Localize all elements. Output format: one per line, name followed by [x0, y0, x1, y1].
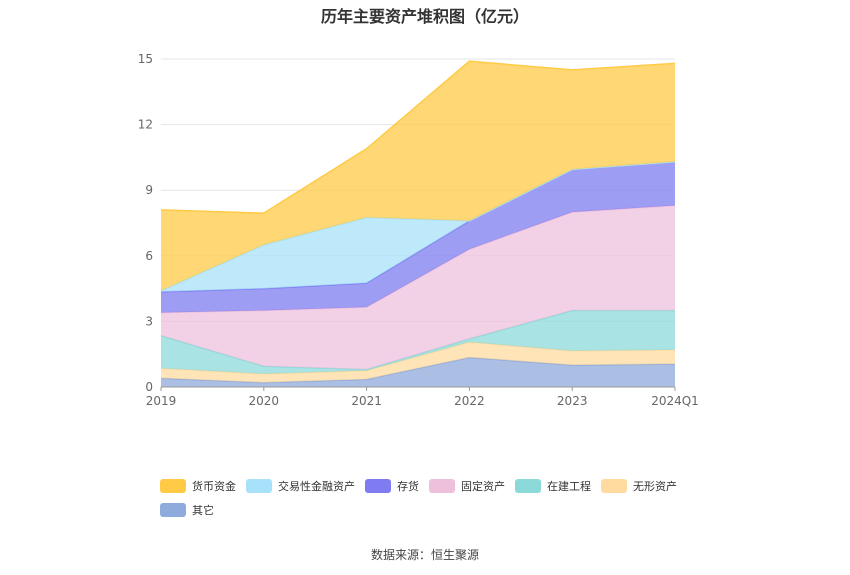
area-series-0: [161, 357, 675, 387]
area-series-2: [161, 310, 675, 374]
x-tick-label: 2022: [454, 394, 485, 408]
legend-swatch: [365, 479, 391, 493]
legend-label: 存货: [397, 480, 419, 493]
area-series-5: [161, 161, 675, 292]
legend-label: 无形资产: [633, 480, 677, 493]
x-tick-label: 2020: [249, 394, 280, 408]
legend-swatch: [429, 479, 455, 493]
x-tick-label: 2024Q1: [651, 394, 699, 408]
source-note: 数据来源：恒生聚源: [370, 548, 479, 562]
y-tick-label: 6: [145, 249, 153, 263]
legend-item[interactable]: 货币资金: [160, 474, 236, 498]
y-tick-label: 9: [145, 183, 153, 197]
legend-label: 在建工程: [547, 480, 591, 493]
legend-item[interactable]: 存货: [365, 474, 419, 498]
axes: 0 3 6 9 12 15 2019 2020 2021 2022 2023 2024Q1: [138, 52, 699, 408]
legend-swatch: [160, 479, 186, 493]
legend: 货币资金 交易性金融资产 存货 固定资产 在建工程 无形资产其它: [160, 474, 720, 522]
legend-label: 其它: [192, 504, 214, 517]
area-series-line-6: [160, 60, 676, 214]
legend-item[interactable]: 交易性金融资产: [246, 474, 355, 498]
legend-item[interactable]: 在建工程: [515, 474, 591, 498]
y-tick-label: 12: [138, 118, 153, 132]
legend-swatch: [601, 479, 627, 493]
legend-swatch: [246, 479, 272, 493]
area-layers: [160, 60, 676, 387]
x-tick-label: 2021: [351, 394, 382, 408]
legend-label: 货币资金: [192, 480, 236, 493]
legend-label: 固定资产: [461, 480, 505, 493]
legend-swatch: [515, 479, 541, 493]
area-series-line-3: [160, 204, 676, 314]
area-series-1: [161, 342, 675, 383]
legend-item[interactable]: 其它: [160, 498, 214, 522]
area-series-3: [161, 205, 675, 370]
x-tick-label: 2019: [146, 394, 177, 408]
legend-item[interactable]: 无形资产: [601, 474, 677, 498]
area-series-6: [161, 61, 675, 291]
legend-item[interactable]: 固定资产: [429, 474, 505, 498]
legend-swatch: [160, 503, 186, 517]
y-tick-label: 3: [145, 314, 153, 328]
y-tick-label: 0: [145, 380, 153, 394]
area-series-line-2: [160, 309, 675, 371]
chart-title: 历年主要资产堆积图（亿元）: [320, 7, 529, 26]
legend-label: 交易性金融资产: [278, 480, 355, 493]
area-series-4: [161, 161, 675, 313]
y-tick-label: 15: [138, 52, 153, 66]
x-tick-label: 2023: [557, 394, 588, 408]
